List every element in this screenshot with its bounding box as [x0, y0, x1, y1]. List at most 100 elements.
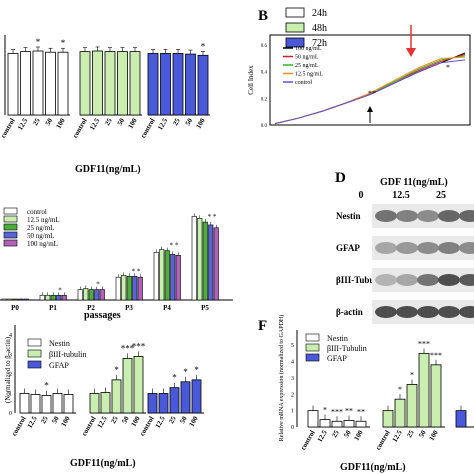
panel-b-ytick: 0.0: [261, 124, 268, 129]
panel-f-tick: control: [374, 429, 392, 451]
panel-c-legend-swatch: [3, 207, 18, 215]
panel-a-tick: 12.5: [156, 117, 169, 132]
panel-c-bar: [208, 224, 214, 301]
panel-d-band: [459, 242, 474, 254]
panel-f-legend-label: βIII-Tubulin: [327, 344, 367, 353]
panel-a-legend-swatch: [285, 7, 305, 18]
panel-c-legend-label: 12.5 ng/mL: [27, 216, 60, 224]
panel-f-bar: [355, 420, 367, 428]
panel-e-sig: *: [114, 365, 119, 375]
panel-a-bar: [20, 51, 31, 116]
panel-e-bar: [30, 394, 41, 414]
panel-c-bar: [126, 275, 132, 301]
panel-c-bar: [18, 298, 24, 301]
panel-d-band: [417, 274, 439, 286]
panel-e-tick: 25: [109, 415, 120, 425]
panel-d-band: [438, 306, 460, 318]
panel-e-ytick: 2: [9, 372, 12, 378]
panel-c-sig: * *: [132, 267, 141, 275]
panel-d-band: [438, 210, 460, 222]
panel-d-band: [375, 210, 397, 222]
panel-f-tick: 25: [405, 429, 416, 439]
panel-d-band: [459, 274, 474, 286]
panel-e-bar: [41, 395, 52, 414]
panel-e-bar: [111, 379, 122, 414]
panel-a-bar: [79, 51, 91, 116]
panel-a-tick: 100: [55, 117, 67, 131]
panel-e-tick: 12.5: [154, 415, 167, 430]
panel-f-sig: ***: [430, 351, 442, 360]
panel-a-tick: 100: [127, 117, 139, 131]
panel-f-legend-swatch: [305, 343, 320, 352]
panel-a-tick: 12.5: [16, 117, 29, 132]
panel-b-legend-label: 25 ng/mL: [295, 63, 319, 69]
panel-a-legend-label: 24h: [312, 8, 327, 19]
panel-e-tick: 100: [60, 415, 72, 429]
panel-b-legend-label: 50 ng/mL: [295, 55, 319, 61]
panel-f-bar: [307, 410, 319, 428]
panel-f-tick: 12.5: [316, 429, 329, 444]
panel-a-bar: [129, 51, 141, 116]
panel-e-sig: ***: [132, 341, 146, 351]
panel-c-bar: [45, 294, 51, 301]
panel-d-lane-label: 25: [436, 190, 446, 201]
panel-a-tick: 25: [171, 117, 182, 127]
panel-f-legend-label: GFAP: [327, 354, 347, 363]
panel-a-bar: [7, 53, 19, 116]
panel-b-ylabel: Cell Index: [247, 65, 255, 95]
panel-d-row-label: β-actin: [336, 307, 363, 317]
panel-c-bar: [153, 252, 159, 301]
panel-f-sig: *: [398, 385, 402, 394]
panel-d-row-label: βIII-Tubulin: [336, 275, 384, 285]
panel-b-red-arrowhead: [406, 48, 416, 57]
panel-f-xlabel: GDF11(ng/mL): [340, 462, 406, 473]
panel-a-bar: [57, 51, 69, 116]
panel-c-tick: P5: [201, 304, 209, 312]
panel-f-bar: [331, 420, 343, 428]
panel-a-bar: [104, 51, 116, 116]
panel-f-tick: control: [299, 429, 317, 451]
panel-e-ytick: 3: [9, 353, 12, 359]
panel-e-tick: 25: [167, 415, 178, 425]
panel-c-sig: * *: [170, 242, 179, 250]
panel-c-bar: [170, 254, 176, 301]
panel-e-bar: [52, 393, 63, 414]
panel-e-bar: [158, 393, 169, 414]
panel-c-bar: [191, 216, 197, 301]
panel-f-tick: 50: [417, 429, 428, 439]
panel-b-annotation: *: [446, 63, 450, 72]
panel-f-tick: 100: [428, 429, 440, 443]
panel-c-bar: [7, 298, 13, 301]
panel-c-sig: *: [58, 286, 62, 294]
panel-d-band: [396, 210, 418, 222]
panel-e-legend-swatch: [27, 360, 42, 369]
panel-c-sig: *: [96, 281, 100, 289]
panel-c-tick: P3: [125, 304, 133, 312]
panel-c-bar: [94, 289, 100, 301]
panel-f-bar: [343, 420, 355, 428]
panel-e-tick: 50: [50, 415, 61, 425]
panel-a-bar: [185, 53, 196, 116]
panel-f-sig: ***: [331, 407, 343, 416]
panel-f-ytick: 2: [291, 392, 294, 398]
panel-d-band: [417, 242, 439, 254]
panel-e-bar: [169, 387, 180, 414]
panel-f-legend-swatch: [305, 333, 320, 342]
panel-e-ytick: 1: [9, 392, 12, 398]
panel-b-ytick: 0.4: [261, 71, 268, 76]
panel-f-ytick: 5: [291, 343, 294, 349]
panel-c-tick: P4: [163, 304, 171, 312]
panel-e-tick: 100: [130, 415, 142, 429]
panel-a-tick: 50: [44, 117, 55, 127]
panel-c-bar: [159, 249, 165, 301]
panel-f-sig: ***: [418, 339, 430, 348]
panel-f-bar: [382, 410, 394, 428]
panel-f-bar: [430, 364, 442, 428]
panel-c-bar: [197, 218, 203, 301]
panel-f-tick: 100: [353, 429, 365, 443]
panel-e-bar: [100, 392, 111, 414]
panel-f-bar: [418, 352, 430, 428]
panel-f-ylabel: Relative mRNA expression (normalized to …: [278, 315, 285, 441]
panel-c-bar: [23, 298, 29, 301]
panel-a-sig: *: [36, 37, 41, 47]
